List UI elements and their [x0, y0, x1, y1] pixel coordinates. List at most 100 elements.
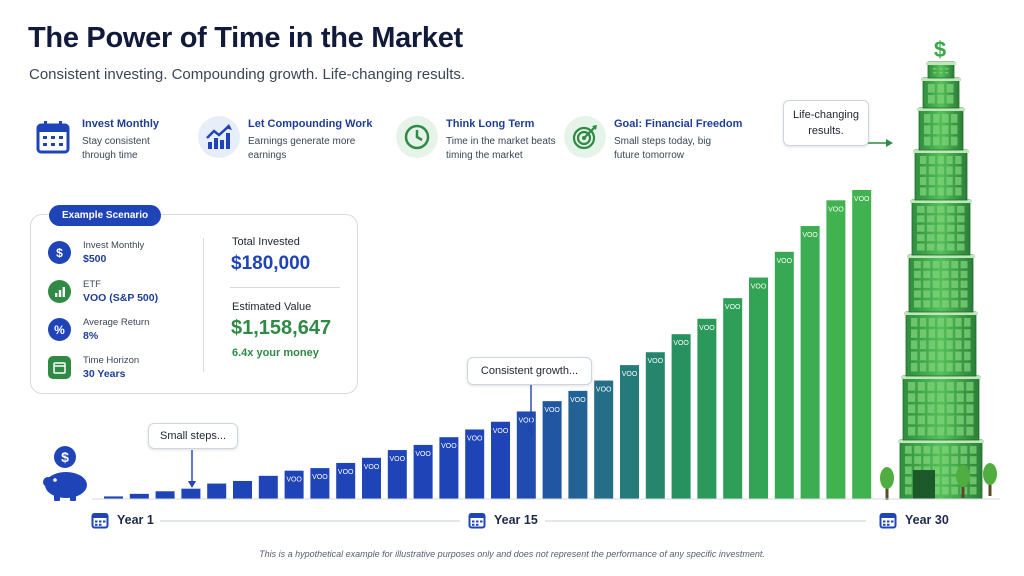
chart-bar [826, 200, 846, 500]
tower-window [966, 404, 974, 414]
bar-label: VOO [544, 407, 560, 414]
callout-small-steps: Small steps... [148, 423, 238, 449]
tower-window [946, 351, 953, 361]
tower-window [951, 486, 958, 495]
feature-invest-monthly: Invest Monthly Stay consistent through t… [32, 116, 172, 163]
tower-window [923, 446, 931, 454]
tree-icon [983, 463, 997, 485]
tower-window [920, 166, 927, 175]
tower-window [947, 234, 955, 242]
tower-window [927, 215, 935, 223]
chart-bar [465, 429, 485, 499]
scenario-value: $500 [83, 253, 107, 265]
tower-window [937, 177, 944, 185]
tower-window [946, 382, 955, 391]
tower-window [927, 382, 935, 391]
chart-bar [594, 380, 614, 499]
tower-window [942, 136, 949, 146]
bar-label: VOO [828, 206, 844, 213]
tower-window [956, 426, 964, 436]
tower-window [917, 415, 925, 425]
tower-window [945, 72, 949, 74]
tower-window [946, 177, 953, 185]
tower-door [913, 470, 935, 499]
tower-window [966, 393, 974, 402]
tower-window [917, 393, 925, 402]
feature-desc: Stay consistent through time [82, 136, 150, 161]
tower-window [932, 290, 940, 298]
tower-window [937, 340, 944, 350]
tower-window [942, 280, 949, 288]
tower-window [937, 84, 945, 93]
scenario-row-return: % Average Return 8% [48, 317, 149, 342]
year-tick-1: Year 1 [91, 511, 154, 529]
bar-label: VOO [648, 358, 664, 365]
tower-window [964, 318, 971, 327]
tower-window [946, 415, 955, 425]
tower-window [942, 114, 949, 123]
tower-window [927, 243, 935, 251]
tower-window [946, 362, 953, 372]
tower-window [917, 224, 925, 232]
arrow-head [886, 139, 893, 147]
tower-ledge [917, 108, 965, 111]
year-tick-30: Year 30 [879, 511, 949, 529]
tower-window [923, 270, 931, 279]
tower-window [919, 329, 927, 338]
tower-window [937, 243, 945, 251]
tower-window [920, 156, 927, 164]
bar-chart-icon [48, 280, 71, 303]
tower-window [937, 404, 945, 414]
tower-window [955, 351, 962, 361]
tower-window [969, 476, 977, 485]
tower-window [946, 340, 953, 350]
tower-window [969, 456, 977, 464]
tower-window [957, 224, 965, 232]
tower-window [946, 426, 955, 436]
chart-bar [697, 318, 717, 499]
tower-window [914, 270, 921, 279]
page-title: The Power of Time in the Market [28, 22, 463, 54]
scenario-card [30, 214, 358, 394]
tower-window [911, 340, 918, 350]
tower-window [937, 95, 945, 104]
chart-bar [362, 457, 381, 499]
tower-window [942, 125, 949, 135]
tower-window [908, 393, 916, 402]
scenario-row-horizon: Time Horizon 30 Years [48, 355, 139, 380]
tower-window [908, 404, 916, 414]
bar-label: VOO [725, 304, 741, 311]
chart-bar [723, 298, 743, 499]
tower-window [928, 187, 936, 196]
chart-bar [620, 365, 639, 499]
disclaimer-footnote: This is a hypothetical example for illus… [259, 549, 765, 559]
tower-window [951, 136, 958, 146]
tower-ledge [926, 62, 956, 65]
tower-window [932, 446, 940, 454]
tower-window [956, 404, 964, 414]
tower-window [919, 362, 927, 372]
tower-window [933, 125, 940, 135]
chart-bar [233, 480, 252, 499]
tower-window [924, 136, 931, 146]
chart-bar [310, 468, 330, 499]
feature-title: Think Long Term [446, 118, 535, 130]
bar-label: VOO [673, 340, 689, 347]
tower-window [911, 362, 918, 372]
bar-label: VOO [699, 325, 715, 332]
feature-desc: Earnings generate more earnings [248, 136, 356, 161]
tower-window [939, 72, 943, 74]
tower-window [937, 415, 945, 425]
tower-window [928, 84, 935, 93]
tower-window [933, 114, 940, 123]
tower-window [951, 290, 959, 298]
chart-bar [852, 190, 872, 499]
scenario-divider [230, 287, 340, 288]
growth-chart-icon [198, 116, 240, 158]
chart-bar [774, 251, 794, 499]
tree-trunk [961, 484, 965, 498]
tower-window [932, 456, 940, 464]
tower-window [951, 476, 958, 485]
tower-window [942, 466, 949, 475]
